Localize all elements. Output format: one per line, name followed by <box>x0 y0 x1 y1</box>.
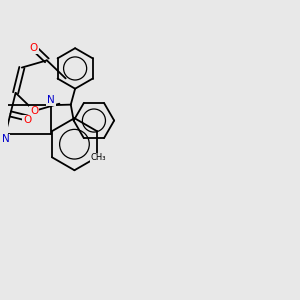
Text: O: O <box>30 106 38 116</box>
Text: CH₃: CH₃ <box>91 154 106 163</box>
Text: N: N <box>47 95 55 105</box>
Text: O: O <box>30 43 38 53</box>
Text: O: O <box>23 116 32 125</box>
Text: N: N <box>2 134 9 144</box>
